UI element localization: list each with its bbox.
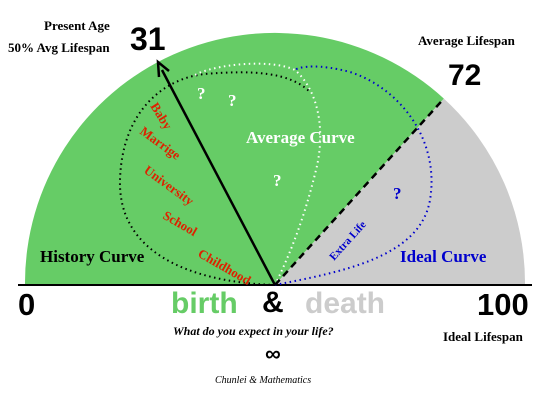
present-age-pointer xyxy=(160,69,277,286)
death-label: death xyxy=(305,287,385,320)
infinity-symbol: ∞ xyxy=(265,341,281,366)
unknown-mark-1: ? xyxy=(197,84,206,103)
unknown-mark-3: ? xyxy=(273,171,282,190)
scale-max: 100 xyxy=(477,287,529,322)
history-curve-label: History Curve xyxy=(40,247,145,266)
present-age-arrowhead xyxy=(156,59,170,78)
average-curve-label: Average Curve xyxy=(246,128,355,147)
remaining-sector xyxy=(275,98,526,285)
average-lifespan-label: Average Lifespan xyxy=(418,33,516,48)
ideal-curve xyxy=(274,65,433,286)
average-lifespan-pointer xyxy=(274,97,445,286)
scale-min: 0 xyxy=(18,287,35,322)
present-age-label: Present Age xyxy=(44,18,110,33)
present-age-value: 31 xyxy=(130,21,166,57)
ampersand: & xyxy=(262,286,284,319)
ideal-curve-label: Ideal Curve xyxy=(400,247,487,266)
present-age-sub-label: 50% Avg Lifespan xyxy=(8,40,110,55)
life-question: What do you expect in your life? xyxy=(173,324,334,338)
unknown-mark-2: ? xyxy=(228,91,237,110)
average-curve xyxy=(194,62,322,286)
scale-max-label: Ideal Lifespan xyxy=(443,329,524,344)
credit-text: Chunlei & Mathematics xyxy=(215,375,311,386)
birth-label: birth xyxy=(171,287,238,320)
average-lifespan-value: 72 xyxy=(448,59,481,92)
history-curve xyxy=(118,71,311,286)
unknown-mark-4: ? xyxy=(393,184,402,203)
